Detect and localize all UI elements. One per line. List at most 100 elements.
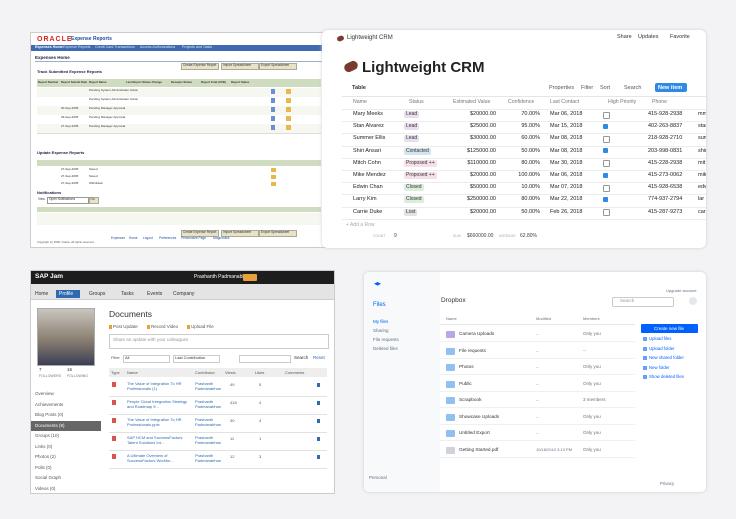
top-action[interactable]: Updates [638, 34, 659, 40]
menu-item[interactable]: Overview [35, 391, 54, 396]
section[interactable]: Files [373, 302, 386, 308]
name: Mitch Cohn [353, 159, 381, 166]
row-rule [109, 414, 327, 415]
menu-item[interactable]: Photos (2) [35, 454, 56, 459]
button-label[interactable]: Create Expense Report [183, 230, 217, 234]
search-button[interactable]: Search [294, 355, 309, 360]
contributor[interactable]: Prashanth Padmanabhan [195, 399, 222, 409]
view-name[interactable]: Table [352, 85, 366, 91]
button-label[interactable]: Import Spreadsheet [223, 63, 251, 67]
search-input[interactable] [239, 354, 291, 363]
reset-link[interactable]: Reset [313, 355, 325, 360]
doc-name[interactable]: The Value of Integration To HR Professio… [127, 417, 182, 427]
button-label[interactable]: Go [90, 197, 95, 201]
footer-link[interactable]: Expenses [111, 236, 125, 240]
item-name[interactable]: Untitled Export [459, 430, 490, 435]
row-rule [342, 206, 706, 208]
menu-item[interactable]: Groups (10) [35, 433, 60, 438]
action[interactable]: Post Update [113, 324, 138, 329]
top-action[interactable]: Share [617, 34, 632, 40]
tab[interactable]: Credit Card Transactions [95, 45, 135, 49]
select[interactable] [173, 354, 220, 363]
item-name[interactable]: Getting Started.pdf [459, 446, 499, 452]
item-name[interactable]: Scrapbook [459, 397, 482, 402]
item-name[interactable]: Public [459, 380, 472, 386]
tab[interactable]: Expense Reports [63, 45, 91, 49]
toolbar-item[interactable]: Sort [600, 85, 611, 91]
nav-item[interactable]: Home [35, 291, 49, 297]
menu-item[interactable]: Achievements [35, 401, 64, 407]
doc-name[interactable]: SAP HCM and SuccessFactors Talent Soluti… [127, 435, 183, 445]
doc-name[interactable]: The Value of Integration To HR Professio… [127, 381, 182, 391]
upgrade[interactable]: Upgrade account [666, 288, 697, 293]
tab[interactable]: Access Authorizations [140, 45, 176, 49]
link[interactable]: Show deleted files [649, 374, 684, 379]
new-button-label[interactable]: New item [658, 84, 683, 91]
nav-item[interactable]: Company [173, 291, 195, 297]
link[interactable]: Upload folder [649, 345, 675, 351]
toolbar-item[interactable]: Properties [549, 85, 575, 91]
footer-link[interactable]: Privacy [660, 481, 675, 486]
item-name[interactable]: Showcase Uploads [459, 413, 500, 419]
button-label[interactable]: Import Spreadsheet [223, 230, 251, 234]
action[interactable]: Record Video [151, 324, 179, 329]
footer-link[interactable]: Home [129, 236, 138, 240]
select[interactable] [123, 354, 170, 363]
link-icon [643, 375, 647, 379]
contributor[interactable]: Prashanth Padmanabhan [195, 417, 222, 427]
last-contact: Mar 06, 2018 [550, 111, 583, 117]
priority-checkbox [603, 160, 610, 168]
nav-item[interactable]: Events [147, 291, 163, 297]
item-name[interactable]: File requests [459, 347, 486, 353]
sidebar-item[interactable]: File requests [373, 337, 399, 342]
add-row[interactable]: + Add a Row [346, 222, 375, 228]
item-name[interactable]: Photos [459, 364, 474, 369]
contributor[interactable]: Prashanth Padmanabhan [195, 381, 222, 391]
toolbar-item[interactable]: Search [624, 85, 642, 91]
toolbar-item[interactable]: Filter [581, 85, 594, 91]
footer-link[interactable]: Diagnostics [213, 236, 230, 240]
footer-link[interactable]: Logout [143, 236, 153, 240]
update-input[interactable] [109, 334, 329, 349]
footer-link[interactable]: Personalize Page [181, 236, 206, 240]
menu-item[interactable]: Links (0) [35, 443, 53, 449]
sidebar-item[interactable]: Sharing [373, 328, 389, 333]
column-header: High Priority [608, 99, 637, 105]
tab[interactable]: Expenses Home [35, 45, 63, 49]
menu-item[interactable]: Videos (0) [35, 485, 56, 491]
menu-item[interactable]: Polls (0) [35, 464, 52, 470]
menu-item[interactable]: Blog Posts (0) [35, 412, 64, 417]
button-label[interactable]: Create Expense Report [183, 63, 217, 67]
doc-name[interactable]: People Cloud Integration Strategy and Ro… [127, 399, 188, 409]
button [181, 63, 219, 70]
likes: 5 [259, 382, 262, 387]
link[interactable]: Upload files [649, 336, 672, 341]
footer-link[interactable]: Preferences [159, 236, 177, 240]
item-name[interactable]: Camera Uploads [459, 331, 495, 336]
last-contact: Mar 08, 2018 [550, 147, 583, 154]
top-action[interactable]: Favorite [670, 34, 690, 40]
action[interactable]: Upload File [191, 324, 214, 329]
tab[interactable]: Projects and Tasks [182, 45, 213, 49]
doc-name[interactable]: A Ultimate Overview of SuccessFactors Wo… [127, 453, 174, 463]
new-button[interactable] [655, 83, 687, 92]
phone: 203-998-0831 [648, 147, 683, 154]
menu-item[interactable]: Social Graph [35, 475, 62, 480]
button-label[interactable]: Export Spreadsheet [261, 63, 290, 67]
status: Withdrawn [89, 181, 104, 185]
contributor[interactable]: Prashanth Padmanabhan [195, 435, 222, 445]
menu-item[interactable]: Documents (9) [35, 422, 65, 428]
sidebar-item[interactable]: Deleted files [373, 346, 398, 351]
link[interactable]: New folder [649, 364, 670, 370]
search-box[interactable] [612, 297, 674, 307]
nav-item[interactable]: Groups [89, 291, 106, 297]
create-label[interactable]: Create new file [654, 325, 685, 331]
button-label[interactable]: Export Spreadsheet [261, 230, 290, 234]
nav-item[interactable]: Profile [59, 291, 74, 297]
sidebar-item[interactable]: My files [373, 319, 389, 324]
link[interactable]: New shared folder [649, 355, 684, 360]
create-button[interactable] [641, 324, 698, 333]
modified: 10/18/2010 3:13 PM [536, 446, 573, 452]
nav-item[interactable]: Tasks [121, 291, 134, 297]
contributor[interactable]: Prashanth Padmanabhan [195, 453, 222, 463]
